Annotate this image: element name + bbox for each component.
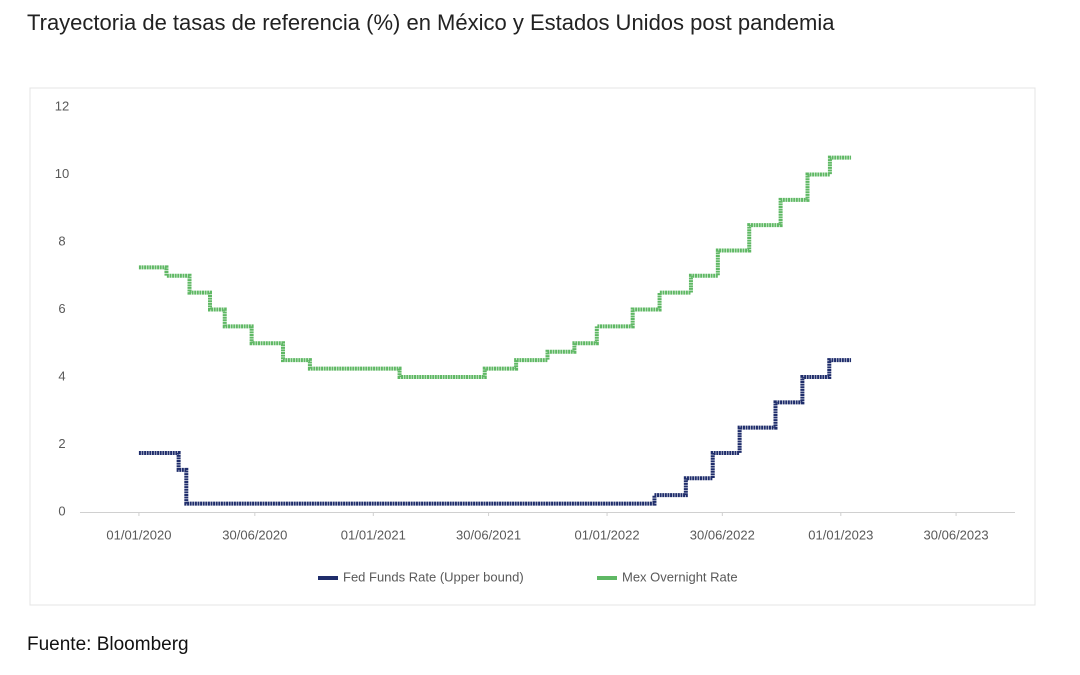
legend-label: Fed Funds Rate (Upper bound) <box>343 569 524 584</box>
y-tick-label: 8 <box>58 233 65 248</box>
x-tick-label: 30/06/2021 <box>456 527 521 542</box>
chart-frame <box>29 87 1036 606</box>
y-tick-label: 10 <box>55 166 69 181</box>
chart-title: Trayectoria de tasas de referencia (%) e… <box>27 10 835 35</box>
series-line <box>138 358 852 506</box>
source-note: Fuente: Bloomberg <box>27 634 189 655</box>
series-line <box>138 155 852 379</box>
legend-label: Mex Overnight Rate <box>622 569 738 584</box>
x-tick-label: 01/01/2020 <box>106 527 171 542</box>
x-tick-label: 30/06/2023 <box>924 527 989 542</box>
y-tick-label: 6 <box>58 301 65 316</box>
x-tick-label: 01/01/2022 <box>575 527 640 542</box>
x-tick-label: 30/06/2020 <box>222 527 287 542</box>
y-tick-label: 12 <box>55 98 69 113</box>
x-tick-label: 01/01/2023 <box>808 527 873 542</box>
y-tick-label: 0 <box>58 503 65 518</box>
y-tick-label: 2 <box>58 436 65 451</box>
x-tick-label: 01/01/2021 <box>341 527 406 542</box>
y-tick-label: 4 <box>58 368 65 383</box>
x-tick-label: 30/06/2022 <box>690 527 755 542</box>
